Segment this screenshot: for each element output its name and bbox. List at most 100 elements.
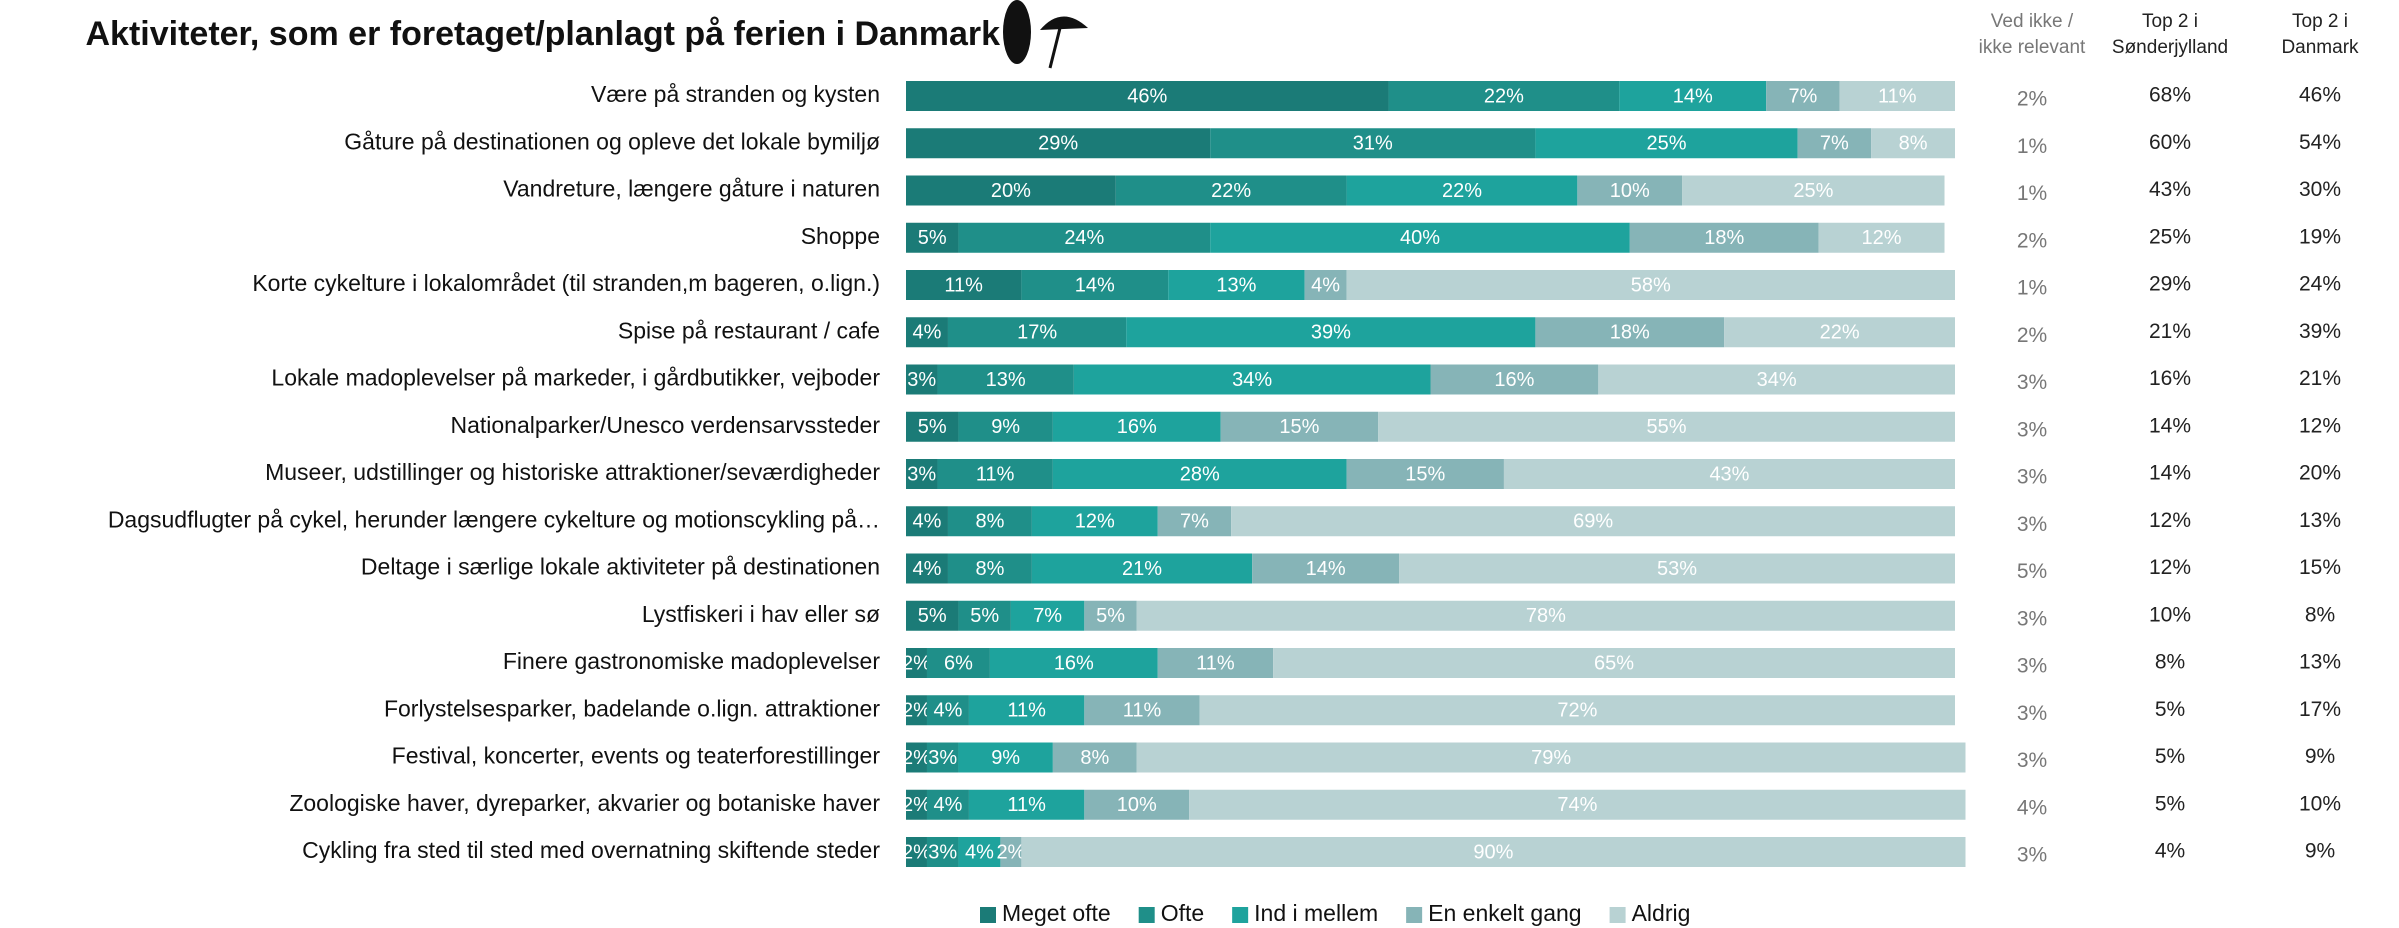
bar-segment	[1682, 175, 1945, 206]
data-label: 43%	[1709, 463, 1749, 485]
bar-segment	[1052, 459, 1347, 489]
data-label: 39%	[1311, 322, 1351, 344]
bar-segment	[926, 648, 990, 678]
bar-segment	[906, 317, 948, 348]
column-header: Top 2 i	[2142, 11, 2198, 32]
bar-segment	[906, 128, 1211, 159]
data-label: 12%	[1862, 227, 1902, 249]
bar-segment	[906, 506, 948, 537]
data-label: 10%	[1610, 180, 1650, 202]
category-label: Museer, udstillinger og historiske attra…	[265, 459, 880, 485]
category-label: Lystfiskeri i hav eller sø	[642, 601, 880, 627]
column-value: 3%	[2017, 844, 2047, 867]
bar-segment	[1084, 695, 1200, 726]
data-label: 28%	[1180, 463, 1220, 485]
legend-swatch	[1232, 907, 1249, 923]
data-label: 5%	[918, 605, 947, 627]
data-label: 14%	[1673, 85, 1713, 107]
bar-segment	[1346, 459, 1504, 489]
data-label: 22%	[1211, 180, 1251, 202]
data-label: 3%	[907, 463, 936, 485]
column-value: 68%	[2149, 84, 2191, 107]
column-value: 3%	[2017, 607, 2047, 630]
column-value: 15%	[2299, 556, 2341, 579]
column-value: 2%	[2017, 324, 2047, 347]
data-label: 10%	[1117, 794, 1157, 816]
bar-segment	[1021, 270, 1169, 300]
bar-segment	[1797, 128, 1872, 159]
bar-segment	[1157, 648, 1274, 678]
data-label: 4%	[913, 558, 942, 580]
data-label: 69%	[1573, 511, 1613, 533]
data-label: 8%	[1899, 133, 1928, 155]
bar-segment	[1157, 506, 1232, 537]
bar-segment	[1839, 81, 1955, 111]
bar-segment	[906, 789, 927, 820]
category-label: Nationalparker/Unesco verdensarvssteder	[450, 412, 880, 438]
data-label: 4%	[934, 794, 963, 816]
bar-segment	[958, 742, 1053, 773]
bar-segment	[1535, 317, 1725, 348]
bar-segment	[1598, 364, 1955, 395]
bar-segment	[1010, 600, 1085, 631]
data-label: 11%	[1123, 700, 1162, 722]
column-header: Sønderjylland	[2112, 37, 2228, 58]
bar-segment	[947, 317, 1127, 348]
bar-segment	[1052, 411, 1221, 442]
data-label: 18%	[1610, 322, 1650, 344]
data-label: 18%	[1704, 227, 1744, 249]
data-label: 2%	[902, 747, 931, 769]
data-label: 22%	[1484, 85, 1524, 107]
data-label: 15%	[1279, 416, 1319, 438]
bar-segment	[906, 600, 959, 631]
data-label: 16%	[1054, 652, 1094, 674]
data-label: 9%	[991, 747, 1020, 769]
data-label: 11%	[976, 463, 1015, 485]
column-value: 3%	[2017, 466, 2047, 489]
category-label: Dagsudflugter på cykel, herunder længere…	[108, 506, 880, 532]
bar-segment	[1535, 128, 1798, 159]
data-label: 7%	[1820, 133, 1849, 155]
data-label: 8%	[975, 511, 1004, 533]
data-label: 5%	[918, 227, 947, 249]
column-value: 4%	[2017, 796, 2047, 819]
column-value: 39%	[2299, 320, 2341, 343]
bar-segment	[1629, 222, 1819, 253]
category-label: Finere gastronomiske madoplevelser	[503, 648, 880, 674]
data-label: 7%	[1180, 511, 1209, 533]
bar-segment	[1724, 317, 1955, 348]
bar-segment	[1378, 411, 1955, 442]
data-label: 2%	[996, 841, 1025, 863]
bar-segment	[1503, 459, 1955, 489]
data-label: 11%	[1007, 794, 1046, 816]
column-value: 19%	[2299, 225, 2341, 248]
data-label: 2%	[902, 794, 931, 816]
column-header: Top 2 i	[2292, 11, 2348, 32]
column-value: 5%	[2155, 745, 2185, 768]
data-label: 14%	[1075, 274, 1115, 296]
legend-swatch	[1406, 907, 1423, 923]
data-label: 14%	[1306, 558, 1346, 580]
bar-segment	[906, 81, 1389, 111]
column-value: 1%	[2017, 135, 2047, 158]
bar-segment	[926, 695, 969, 726]
data-label: 11%	[1196, 652, 1235, 674]
data-label: 11%	[1878, 85, 1917, 107]
bar-segment	[906, 459, 938, 489]
column-value: 12%	[2149, 509, 2191, 532]
bar-segment	[906, 270, 1022, 300]
bar-segment	[906, 648, 927, 678]
data-label: 9%	[991, 416, 1020, 438]
column-header: Ved ikke /	[1991, 11, 2074, 32]
column-value: 60%	[2149, 131, 2191, 154]
column-value: 8%	[2305, 603, 2335, 626]
data-label: 55%	[1647, 416, 1687, 438]
data-label: 7%	[1033, 605, 1062, 627]
data-label: 16%	[1117, 416, 1157, 438]
data-label: 2%	[902, 700, 931, 722]
column-value: 2%	[2017, 229, 2047, 252]
bar-segment	[1000, 837, 1022, 867]
column-value: 1%	[2017, 277, 2047, 300]
category-label: Zoologiske haver, dyreparker, akvarier o…	[289, 790, 880, 816]
